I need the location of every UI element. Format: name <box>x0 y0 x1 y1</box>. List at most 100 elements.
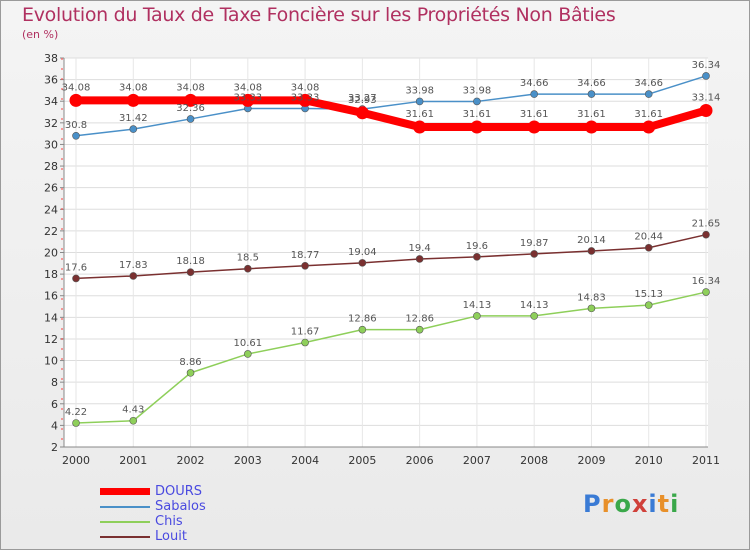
data-label-sabalos: 33.98 <box>463 85 492 96</box>
data-point-dours <box>184 93 198 107</box>
data-label-louit: 18.5 <box>237 253 259 264</box>
data-point-dours <box>69 93 83 107</box>
x-tick-label: 2004 <box>291 454 319 467</box>
data-label-chis: 14.13 <box>463 300 492 311</box>
data-point-chis <box>301 338 309 347</box>
chart-subtitle: (en %) <box>22 28 59 41</box>
data-label-dours: 34.08 <box>233 82 262 93</box>
data-point-louit <box>301 261 309 270</box>
data-label-chis: 14.13 <box>520 300 549 311</box>
data-point-chis <box>358 325 367 334</box>
logo-letter: x <box>631 490 649 518</box>
y-tick-label: 28 <box>44 160 58 173</box>
y-tick-label: 16 <box>44 290 58 303</box>
data-label-dours: 31.61 <box>520 109 549 120</box>
y-tick-label: 20 <box>44 247 58 260</box>
data-label-sabalos: 34.66 <box>520 78 549 89</box>
data-point-chis <box>186 369 195 377</box>
data-label-chis: 11.67 <box>291 327 320 338</box>
series-group <box>69 72 713 427</box>
legend-label-chis: Chis <box>155 514 183 529</box>
data-label-chis: 4.43 <box>122 405 144 416</box>
data-point-chis <box>587 304 596 313</box>
data-point-chis <box>244 350 252 358</box>
x-tick-label: 2006 <box>406 454 434 467</box>
logo-letter: o <box>614 490 632 518</box>
data-label-sabalos: 31.42 <box>119 113 148 124</box>
legend-swatch-sabalos <box>100 506 150 508</box>
x-tick-label: 2002 <box>177 454 205 467</box>
y-tick-label: 2 <box>51 441 58 454</box>
data-point-chis <box>702 288 710 296</box>
x-tick-label: 2000 <box>62 454 90 467</box>
y-tick-label: 14 <box>44 311 58 324</box>
y-tick-label: 32 <box>44 117 58 130</box>
y-tick-label: 26 <box>44 182 58 195</box>
logo-letter: i <box>670 490 680 518</box>
data-point-chis <box>129 416 138 425</box>
x-tick-label: 2005 <box>348 454 376 467</box>
data-label-louit: 17.6 <box>65 262 87 273</box>
legend-label-dours: DOURS <box>155 484 203 499</box>
data-point-dours <box>355 106 369 120</box>
data-point-sabalos <box>644 90 653 98</box>
data-label-louit: 17.83 <box>119 260 148 271</box>
data-label-sabalos: 34.66 <box>634 78 663 89</box>
series-line-louit <box>75 233 707 280</box>
logo-letter: t <box>657 490 671 518</box>
data-point-louit <box>587 247 596 255</box>
y-tick-label: 4 <box>51 419 58 432</box>
data-label-louit: 19.87 <box>520 238 549 249</box>
data-label-dours: 32.93 <box>348 95 377 106</box>
y-tick-label: 38 <box>44 52 58 65</box>
data-label-dours: 34.08 <box>119 82 148 93</box>
data-point-chis <box>415 325 424 334</box>
data-label-sabalos: 34.66 <box>577 78 606 89</box>
chart-title: Evolution du Taux de Taxe Foncière sur l… <box>22 4 616 26</box>
x-tick-label: 2009 <box>577 454 605 467</box>
data-point-sabalos <box>415 97 424 106</box>
data-point-louit <box>644 243 653 252</box>
data-point-louit <box>129 272 138 280</box>
x-tick-label: 2007 <box>463 454 491 467</box>
data-point-chis <box>473 312 481 320</box>
y-tick-label: 34 <box>44 95 58 108</box>
y-tick-label: 24 <box>44 203 58 216</box>
data-label-chis: 12.86 <box>405 314 434 325</box>
data-label-sabalos: 33.33 <box>233 92 262 103</box>
data-point-chis <box>72 419 80 427</box>
y-tick-label: 6 <box>51 398 58 411</box>
data-label-sabalos: 36.34 <box>692 60 721 71</box>
data-point-dours <box>126 93 140 107</box>
data-point-sabalos <box>702 72 710 80</box>
x-tick-label: 2001 <box>119 454 147 467</box>
legend-swatch-dours <box>100 488 150 495</box>
data-label-louit: 21.65 <box>692 219 721 230</box>
legend-label-sabalos: Sabalos <box>155 499 206 514</box>
data-point-sabalos <box>587 90 596 98</box>
data-point-dours <box>584 120 598 134</box>
data-label-louit: 19.6 <box>466 241 488 252</box>
data-point-louit <box>244 264 252 273</box>
data-label-louit: 20.44 <box>634 232 663 243</box>
data-point-sabalos <box>186 115 195 123</box>
data-label-chis: 8.86 <box>179 357 201 368</box>
x-tick-label: 2011 <box>692 454 720 467</box>
data-label-louit: 20.14 <box>577 235 606 246</box>
y-tick-label: 22 <box>44 225 58 238</box>
data-label-dours: 33.14 <box>692 93 721 104</box>
data-point-sabalos <box>530 90 538 98</box>
data-label-louit: 18.18 <box>176 256 205 267</box>
logo-letter: i <box>648 490 658 518</box>
legend-label-louit: Louit <box>155 529 187 544</box>
data-label-dours: 31.61 <box>463 109 492 120</box>
legend-swatch-chis <box>100 521 150 523</box>
data-point-louit <box>415 255 424 263</box>
series-line-sabalos <box>75 75 707 137</box>
data-label-dours: 34.08 <box>176 82 205 93</box>
legend-swatch-louit <box>100 536 150 538</box>
data-point-louit <box>358 259 367 267</box>
x-tick-label: 2008 <box>520 454 548 467</box>
